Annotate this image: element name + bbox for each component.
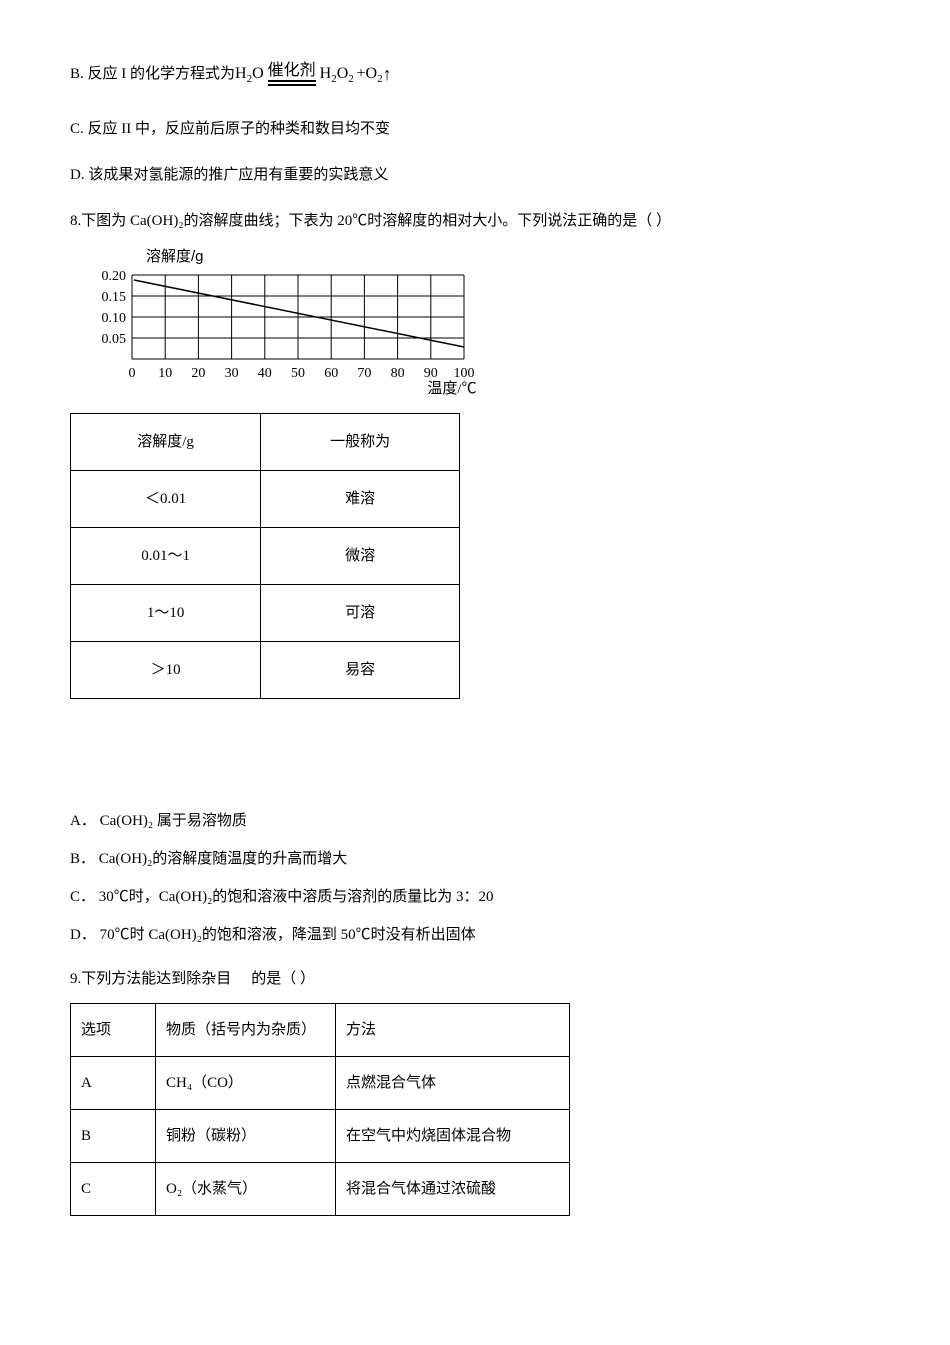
eq-lhs: H2O (235, 61, 264, 89)
option-d: D. 该成果对氢能源的推广应用有重要的实践意义 (70, 163, 880, 187)
svg-text:80: 80 (391, 366, 405, 381)
table-row: ＞10易容 (71, 641, 460, 698)
svg-text:0.10: 0.10 (102, 311, 127, 326)
table-row: 1～10可溶 (71, 584, 460, 641)
table-row: CO₂（水蒸气）将混合气体通过浓硫酸 (71, 1162, 570, 1215)
svg-text:40: 40 (258, 366, 272, 381)
svg-text:10: 10 (158, 366, 172, 381)
option-b-prefix: B. 反应 I 的化学方程式为 (70, 62, 235, 86)
solubility-classification-table: 溶解度/g一般称为＜0.01难溶0.01～1微溶1～10可溶＞10易容 (70, 413, 460, 699)
table-row: ACH₄（CO）点燃混合气体 (71, 1056, 570, 1109)
eq-rhs: H2O2 +O2 (320, 61, 383, 89)
table-row: ＜0.01难溶 (71, 470, 460, 527)
catalyst-label: 催化剂 (268, 63, 316, 86)
q8-option-c: C． 30℃时，Ca(OH)₂的饱和溶液中溶质与溶剂的质量比为 3：20 (70, 885, 880, 909)
svg-text:0.15: 0.15 (102, 290, 127, 305)
table-header-cell: 物质（括号内为杂质） (156, 1003, 336, 1056)
svg-text:50: 50 (291, 366, 305, 381)
svg-text:0: 0 (129, 366, 136, 381)
svg-text:温度/℃: 温度/℃ (427, 380, 476, 397)
option-c: C. 反应 II 中，反应前后原子的种类和数目均不变 (70, 117, 880, 141)
table-header-cell: 溶解度/g (71, 413, 261, 470)
table-row: 0.01～1微溶 (71, 527, 460, 584)
option-b: B. 反应 I 的化学方程式为 H2O 催化剂 H2O2 +O2 ↑ (70, 60, 880, 89)
svg-text:100: 100 (454, 366, 475, 381)
table-header-cell: 一般称为 (261, 413, 460, 470)
svg-text:0.05: 0.05 (102, 332, 127, 347)
q8-option-b: B． Ca(OH)₂的溶解度随温度的升高而增大 (70, 847, 880, 871)
table-header-cell: 选项 (71, 1003, 156, 1056)
solubility-chart: 溶解度/g 0.20 0.15 0.10 0.05 0 10 20 30 40 50 60 70 80 9… (86, 245, 880, 401)
svg-text:20: 20 (191, 366, 205, 381)
chart-svg: 0.20 0.15 0.10 0.05 0 10 20 30 40 50 60 70 80 90 100温度… (86, 271, 486, 401)
chart-y-title: 溶解度/g (146, 245, 880, 269)
q8-option-d: D． 70℃时 Ca(OH)₂的饱和溶液，降温到 50℃时没有析出固体 (70, 923, 880, 947)
gas-arrow-icon: ↑ (383, 60, 392, 89)
q8-options: A． Ca(OH)₂ 属于易溶物质 B． Ca(OH)₂的溶解度随温度的升高而增… (70, 809, 880, 947)
q8-option-a: A． Ca(OH)₂ 属于易溶物质 (70, 809, 880, 833)
table-header-cell: 方法 (336, 1003, 570, 1056)
svg-text:60: 60 (324, 366, 338, 381)
svg-text:70: 70 (357, 366, 371, 381)
svg-text:0.20: 0.20 (102, 271, 127, 284)
svg-text:90: 90 (424, 366, 438, 381)
question-8-text: 8.下图为 Ca(OH)₂的溶解度曲线；下表为 20℃时溶解度的相对大小。下列说… (70, 209, 880, 233)
question-9-text: 9.下列方法能达到除杂目的是（ ） (70, 967, 880, 991)
svg-text:30: 30 (225, 366, 239, 381)
impurity-removal-table: 选项物质（括号内为杂质）方法ACH₄（CO）点燃混合气体B铜粉（碳粉）在空气中灼… (70, 1003, 570, 1216)
table-row: B铜粉（碳粉）在空气中灼烧固体混合物 (71, 1109, 570, 1162)
